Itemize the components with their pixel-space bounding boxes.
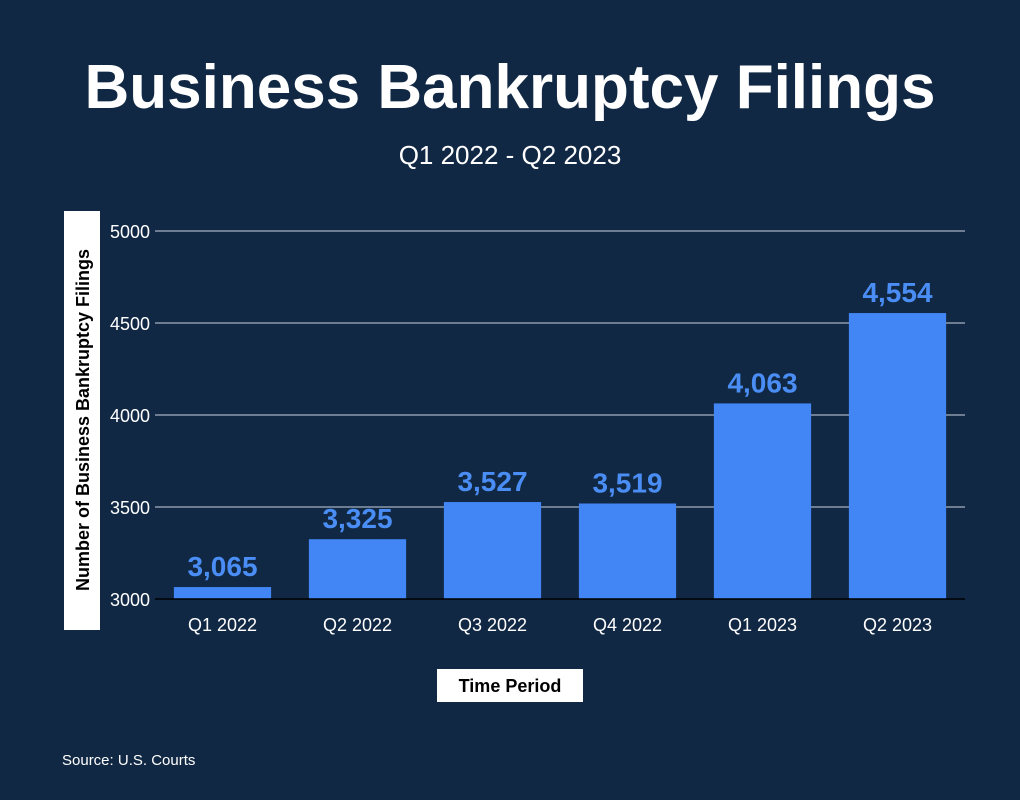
bar-value-label: 3,519 [592,468,662,499]
bar [308,539,407,599]
x-category-label: Q2 2023 [863,615,932,635]
bar-value-label: 3,325 [322,503,392,534]
x-category-label: Q2 2022 [323,615,392,635]
source-note: Source: U.S. Courts [62,752,195,769]
x-axis-label-box [437,669,583,702]
x-axis-categories: Q1 2022 Q2 2022 Q3 2022 Q4 2022 Q1 2023 Q2 20… [188,615,932,635]
bar-value-label: 3,527 [457,466,527,497]
x-category-label: Q4 2022 [593,615,662,635]
gridlines [155,230,965,508]
chart-subtitle: Q1 2022 - Q2 2023 [399,140,622,170]
bar [443,502,542,599]
bar-value-label: 4,554 [862,277,932,308]
bar-value-label: 4,063 [727,367,797,398]
x-category-label: Q1 2023 [728,615,797,635]
y-tick-label: 3000 [110,590,150,610]
y-tick-label: 4000 [110,406,150,426]
y-axis-label: Number of Business Bankruptcy Filings [64,211,100,630]
y-axis-label-text: Number of Business Bankruptcy Filings [73,249,93,591]
x-axis-label-text: Time Period [459,676,562,696]
bars [173,313,947,599]
bar [173,587,272,599]
bar [848,313,947,599]
bar [713,403,812,599]
chart-title: Business Bankruptcy Filings [85,53,936,122]
x-axis-label: Time Period [437,669,583,702]
x-category-label: Q1 2022 [188,615,257,635]
y-tick-label: 3500 [110,498,150,518]
data-labels: 3,065 3,325 3,527 3,519 4,063 4,554 [187,277,932,582]
y-tick-label: 4500 [110,314,150,334]
y-tick-label: 5000 [110,222,150,242]
bar-value-label: 3,065 [187,551,257,582]
y-axis-label-box [64,211,100,630]
y-axis-ticks: 3000 3500 4000 4500 5000 [110,222,150,610]
bar [578,503,677,599]
x-category-label: Q3 2022 [458,615,527,635]
